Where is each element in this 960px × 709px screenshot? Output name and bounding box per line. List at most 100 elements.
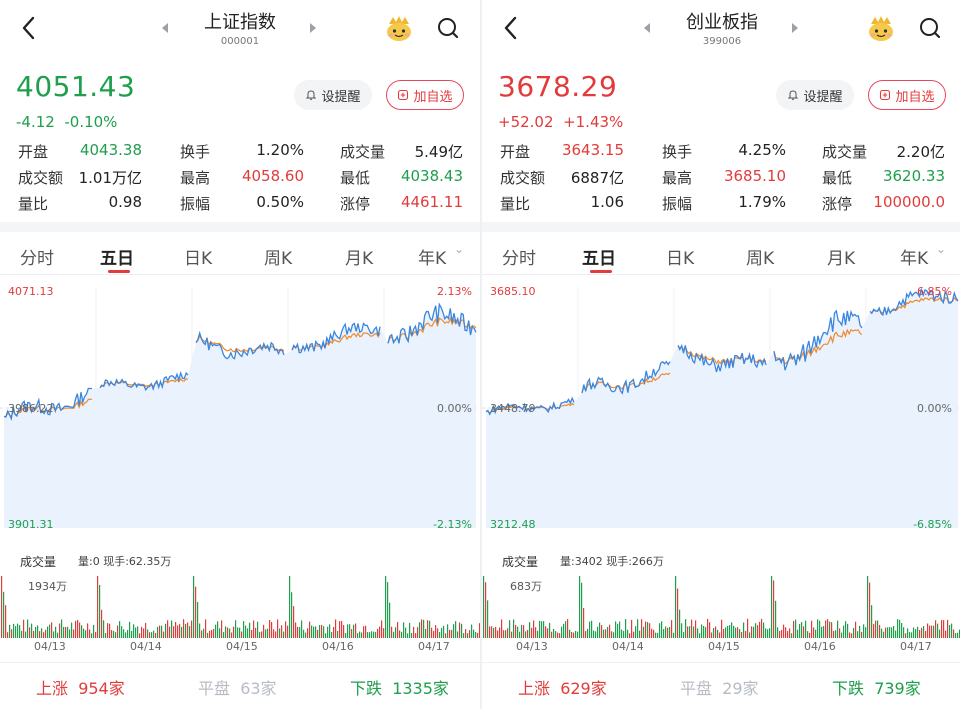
date-tick: 04/14	[130, 640, 162, 653]
volume-bar	[85, 630, 87, 638]
volume-bar	[7, 632, 9, 638]
five-day-chart[interactable]	[482, 276, 960, 540]
volume-bar	[227, 627, 229, 638]
volume-bar	[159, 625, 161, 638]
volume-bar	[235, 620, 237, 638]
volume-bar	[17, 623, 19, 638]
volume-bar	[285, 621, 287, 638]
volume-bar	[369, 632, 371, 638]
tab-0[interactable]: 分时	[502, 249, 536, 269]
stat-label: 成交量	[340, 143, 386, 161]
volume-bar	[113, 630, 115, 638]
volume-bar	[901, 622, 903, 638]
index-code: 000001	[220, 36, 260, 47]
header-bar: 创业板指 399006	[482, 0, 960, 56]
volume-bar	[293, 606, 295, 638]
advancers[interactable]: 上涨 629家	[518, 675, 607, 699]
volume-bar	[271, 621, 273, 638]
decliners[interactable]: 下跌 1335家	[350, 675, 449, 699]
volume-bar	[675, 576, 677, 638]
date-tick: 04/17	[418, 640, 450, 653]
advancers[interactable]: 上涨 954家	[36, 675, 125, 699]
tab-4[interactable]: 月K	[827, 249, 856, 269]
tab-0[interactable]: 分时	[20, 249, 54, 269]
unchanged[interactable]: 平盘 29家	[680, 675, 759, 699]
volume-bar	[771, 576, 773, 638]
volume-bar	[775, 600, 777, 638]
search-icon[interactable]	[918, 16, 942, 40]
tab-3[interactable]: 周K	[746, 249, 775, 269]
volume-bar	[685, 619, 687, 638]
volume-bar	[213, 628, 215, 638]
volume-bar	[439, 632, 441, 638]
tab-5[interactable]: 年K	[900, 249, 929, 269]
volume-bar	[363, 626, 365, 638]
set-alert-button[interactable]: 设提醒	[776, 80, 854, 110]
volume-bar	[231, 632, 233, 638]
volume-bar	[589, 621, 591, 638]
advancers-label: 上涨	[518, 679, 551, 698]
volume-bar	[313, 626, 315, 638]
tab-5[interactable]: 年K	[418, 249, 447, 269]
volume-bar	[521, 624, 523, 638]
volume-bar	[469, 630, 471, 638]
volume-bar	[607, 626, 609, 638]
volume-bar	[731, 622, 733, 638]
set-alert-button[interactable]: 设提醒	[294, 80, 372, 110]
volume-bar	[215, 624, 217, 638]
back-chevron-icon[interactable]	[18, 14, 40, 42]
volume-bar	[353, 624, 355, 638]
active-tab-indicator	[590, 270, 612, 273]
add-favorite-button[interactable]: 加自选	[868, 80, 946, 110]
tab-2[interactable]: 日K	[666, 249, 695, 269]
volume-bar	[201, 630, 203, 638]
set-alert-label: 设提醒	[803, 89, 843, 105]
back-chevron-icon[interactable]	[500, 14, 522, 42]
volume-bar	[77, 619, 79, 638]
volume-bar	[463, 633, 465, 638]
decliners[interactable]: 下跌 739家	[832, 675, 921, 699]
tab-2[interactable]: 日K	[184, 249, 213, 269]
volume-bar	[79, 622, 81, 638]
volume-bar	[207, 632, 209, 638]
header-bar: 上证指数 000001	[0, 0, 480, 56]
volume-bar	[321, 624, 323, 638]
volume-bar	[705, 627, 707, 638]
volume-bar	[499, 627, 501, 638]
stat-label: 涨停	[340, 195, 371, 213]
tab-3[interactable]: 周K	[264, 249, 293, 269]
crown-mascot-icon[interactable]	[384, 14, 414, 42]
prev-index-triangle-icon[interactable]	[160, 18, 170, 38]
next-index-triangle-icon[interactable]	[790, 18, 800, 38]
volume-bar	[217, 621, 219, 638]
volume-bar	[209, 630, 211, 638]
volume-bar	[533, 620, 535, 638]
volume-bar	[441, 627, 443, 638]
add-favorite-button[interactable]: 加自选	[386, 80, 464, 110]
next-index-triangle-icon[interactable]	[308, 18, 318, 38]
prev-index-triangle-icon[interactable]	[642, 18, 652, 38]
volume-bar	[65, 626, 67, 638]
volume-bar	[241, 631, 243, 638]
volume-bar	[225, 626, 227, 638]
crown-mascot-icon[interactable]	[866, 14, 896, 42]
tab-1[interactable]: 五日	[582, 249, 616, 269]
volume-bar	[621, 629, 623, 638]
stat-value: 0.98	[108, 193, 142, 211]
tab-4[interactable]: 月K	[345, 249, 374, 269]
price-change: +52.02 +1.43%	[498, 113, 623, 131]
volume-bar	[167, 620, 169, 638]
tab-1[interactable]: 五日	[100, 249, 134, 269]
volume-bar	[713, 628, 715, 638]
unchanged[interactable]: 平盘 63家	[198, 675, 277, 699]
y-low-label: 3212.48	[490, 518, 536, 531]
stat-value: 4461.11	[400, 193, 463, 211]
volume-bar	[381, 620, 383, 638]
search-icon[interactable]	[436, 16, 460, 40]
volume-bar	[477, 632, 479, 638]
volume-bar	[371, 631, 373, 638]
volume-bar	[799, 624, 801, 638]
volume-bar	[537, 630, 539, 638]
volume-bar	[183, 619, 185, 638]
five-day-chart[interactable]	[0, 276, 480, 540]
